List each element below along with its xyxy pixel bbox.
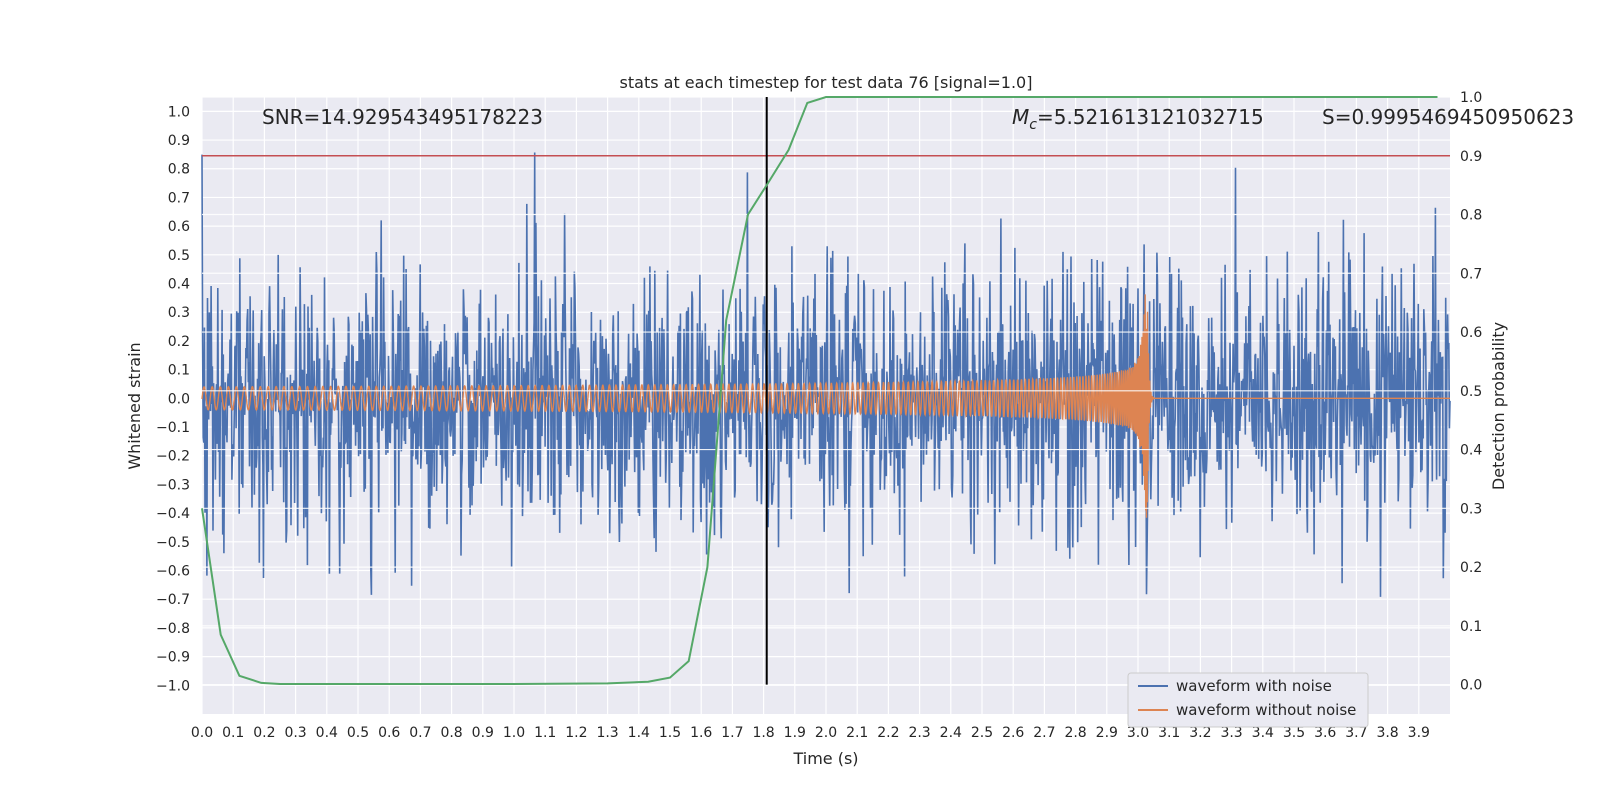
x-tick-label: 2.1 — [846, 725, 868, 741]
x-tick-label: 0.2 — [253, 725, 275, 741]
waveform-with-noise-line — [201, 152, 1451, 597]
y-tick-label-left: −0.6 — [156, 564, 190, 580]
y-tick-label-left: −0.1 — [156, 420, 190, 436]
y-tick-label-left: 0.5 — [168, 248, 190, 264]
x-tick-label: 2.3 — [908, 725, 930, 741]
x-tick-label: 3.1 — [1158, 725, 1180, 741]
legend: waveform with noise waveform without noi… — [1127, 672, 1369, 728]
y-tick-label-right: 0.4 — [1460, 443, 1482, 459]
waveform-with-noise-series — [201, 152, 1451, 597]
x-tick-label: 3.8 — [1376, 725, 1398, 741]
x-tick-label: 1.1 — [534, 725, 556, 741]
y-tick-label-left: −0.5 — [156, 535, 190, 551]
y-tick-label-right: 0.9 — [1460, 149, 1482, 165]
y-tick-label-left: −0.3 — [156, 477, 190, 493]
x-tick-label: 0.9 — [472, 725, 494, 741]
overlay-layer — [201, 96, 1450, 685]
ticks-layer: 0.0 0.1 0.2 0.3 0.4 0.5 0.6 0.7 0.8 0.9 1.0 1.1 1.2 1… — [156, 90, 1482, 741]
y-tick-label-left: 1.0 — [168, 104, 190, 120]
y-tick-label-left: 0.3 — [168, 305, 190, 321]
y-tick-label-left: 0.4 — [168, 277, 190, 293]
y-tick-label-right: 0.1 — [1460, 619, 1482, 635]
y-axis-label-left: Whitened strain — [125, 342, 144, 469]
y-tick-label-left: −0.2 — [156, 449, 190, 465]
x-tick-label: 3.5 — [1283, 725, 1305, 741]
x-tick-label: 1.8 — [752, 725, 774, 741]
x-tick-label: 0.1 — [222, 725, 244, 741]
x-tick-label: 1.5 — [659, 725, 681, 741]
x-tick-label: 2.7 — [1033, 725, 1055, 741]
y-tick-label-left: 0.8 — [168, 162, 190, 178]
legend-box — [1127, 672, 1369, 728]
y-tick-label-left: −0.7 — [156, 592, 190, 608]
x-tick-label: 1.4 — [628, 725, 650, 741]
x-tick-label: 0.7 — [409, 725, 431, 741]
x-tick-label: 2.0 — [815, 725, 837, 741]
x-tick-label: 0.4 — [316, 725, 338, 741]
x-tick-label: 1.7 — [721, 725, 743, 741]
x-tick-label: 2.5 — [971, 725, 993, 741]
detection-probability-line — [201, 96, 1438, 685]
x-tick-label: 3.6 — [1314, 725, 1336, 741]
x-tick-label: 0.6 — [378, 725, 400, 741]
y-tick-label-left: −0.9 — [156, 650, 190, 666]
s-annotation: S=0.9995469450950623 — [1322, 105, 1574, 129]
y-tick-label-left: 0.2 — [168, 334, 190, 350]
x-tick-label: 2.6 — [1002, 725, 1024, 741]
y-tick-label-right: 0.3 — [1460, 501, 1482, 517]
x-tick-label: 1.9 — [784, 725, 806, 741]
chirp-mass-symbol: M — [1012, 105, 1029, 129]
y-tick-label-right: 0.7 — [1460, 266, 1482, 282]
x-tick-label: 1.3 — [596, 725, 618, 741]
legend-label-clean: waveform without noise — [1176, 701, 1356, 719]
y-tick-label-left: 0.9 — [168, 133, 190, 149]
legend-label-noise: waveform with noise — [1176, 677, 1332, 695]
y-tick-label-right: 0.8 — [1460, 208, 1482, 224]
x-tick-label: 2.2 — [877, 725, 899, 741]
chirp-mass-value: =5.521613121032715 — [1037, 105, 1264, 129]
y-tick-label-left: 0.7 — [168, 190, 190, 206]
x-tick-label: 2.4 — [940, 725, 962, 741]
x-tick-label: 3.4 — [1252, 725, 1274, 741]
x-tick-label: 3.9 — [1408, 725, 1430, 741]
x-tick-label: 3.7 — [1345, 725, 1367, 741]
x-tick-label: 3.0 — [1127, 725, 1149, 741]
y-tick-label-right: 0.0 — [1460, 678, 1482, 694]
y-tick-label-left: 0.0 — [168, 391, 190, 407]
chirp-mass-subscript: c — [1029, 117, 1037, 133]
y-axis-label-right: Detection probability — [1489, 322, 1508, 490]
y-tick-label-right: 0.6 — [1460, 325, 1482, 341]
y-tick-label-left: −1.0 — [156, 678, 190, 694]
chart-title: stats at each timestep for test data 76 … — [620, 73, 1033, 92]
x-tick-label: 0.5 — [347, 725, 369, 741]
x-tick-label: 3.3 — [1220, 725, 1242, 741]
y-tick-label-left: −0.4 — [156, 506, 190, 522]
x-tick-label: 0.8 — [440, 725, 462, 741]
y-tick-label-right: 1.0 — [1460, 90, 1482, 106]
y-tick-label-left: 0.1 — [168, 363, 190, 379]
x-tick-label: 1.2 — [565, 725, 587, 741]
waveform-without-noise-line — [201, 294, 1450, 518]
waveform-without-noise-series — [201, 294, 1450, 518]
x-tick-label: 2.8 — [1064, 725, 1086, 741]
y-tick-label-left: −0.8 — [156, 621, 190, 637]
x-tick-label: 1.0 — [503, 725, 525, 741]
x-tick-label: 0.0 — [191, 725, 213, 741]
snr-annotation: SNR=14.929543495178223 — [262, 105, 543, 129]
x-tick-label: 1.6 — [690, 725, 712, 741]
x-tick-label: 0.3 — [284, 725, 306, 741]
y-tick-label-left: 0.6 — [168, 219, 190, 235]
x-tick-label: 3.2 — [1189, 725, 1211, 741]
chirp-mass-annotation: Mc=5.521613121032715 — [1012, 105, 1264, 133]
y-tick-label-right: 0.5 — [1460, 384, 1482, 400]
x-axis-label: Time (s) — [792, 749, 858, 768]
y-tick-label-right: 0.2 — [1460, 560, 1482, 576]
x-tick-label: 2.9 — [1096, 725, 1118, 741]
